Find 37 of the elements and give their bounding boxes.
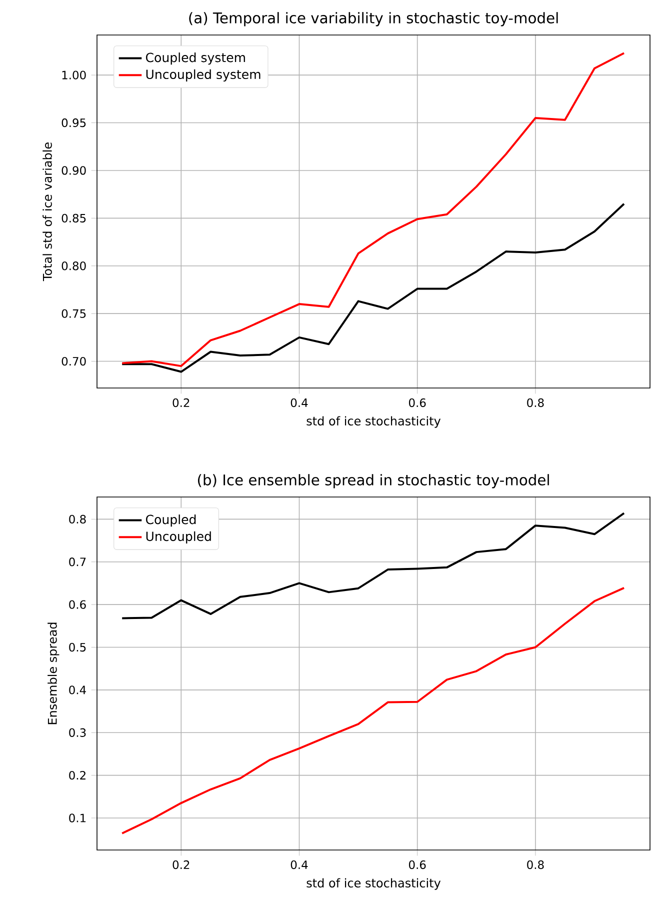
y-tick-label: 0.4 (69, 686, 86, 694)
line-series (121, 512, 626, 620)
chart-title: (a) Temporal ice variability in stochastic toy-model (189, 12, 558, 26)
y-tick-label: 0.80 (62, 262, 86, 270)
legend-label: Coupled system (146, 52, 245, 65)
x-axis-title: std of ice stochasticity (306, 878, 441, 890)
y-tick-label: 0.1 (69, 814, 86, 822)
y-tick-label: 1.00 (62, 70, 86, 80)
y-tick-label: 0.90 (62, 166, 86, 175)
y-tick-label: 0.7 (69, 558, 86, 566)
y-axis-title: Total std of ice variable (42, 142, 52, 282)
y-tick-label: 0.6 (69, 600, 86, 609)
legend-label: Coupled (146, 514, 196, 527)
y-tick-label: 0.95 (62, 118, 86, 128)
y-tick-label: 0.5 (69, 642, 86, 652)
legend-label: Uncoupled (146, 531, 211, 544)
x-tick-label: 0.6 (408, 860, 426, 870)
y-tick-label: 0.2 (69, 770, 86, 780)
x-tick-label: 0.4 (290, 398, 308, 408)
x-tick-label: 0.8 (527, 398, 544, 408)
y-tick-label: 0.70 (62, 356, 86, 366)
line-series (121, 586, 626, 834)
line-series (121, 52, 626, 368)
x-axis-title: std of ice stochasticity (306, 416, 441, 428)
x-tick-label: 0.6 (408, 398, 426, 408)
x-tick-label: 0.4 (290, 860, 308, 870)
y-tick-label: 0.3 (69, 728, 86, 737)
y-tick-label: 0.85 (62, 214, 86, 223)
x-tick-label: 0.2 (172, 398, 190, 408)
chart-title: (b) Ice ensemble spread in stochastic toy-model (198, 474, 549, 488)
y-tick-label: 0.75 (62, 309, 86, 318)
y-axis-title: Ensemble spread (48, 622, 60, 724)
x-tick-label: 0.8 (527, 860, 544, 870)
y-tick-label: 0.8 (69, 514, 86, 524)
x-tick-label: 0.2 (172, 860, 190, 870)
line-series (121, 202, 626, 373)
legend-label: Uncoupled system (146, 69, 260, 82)
